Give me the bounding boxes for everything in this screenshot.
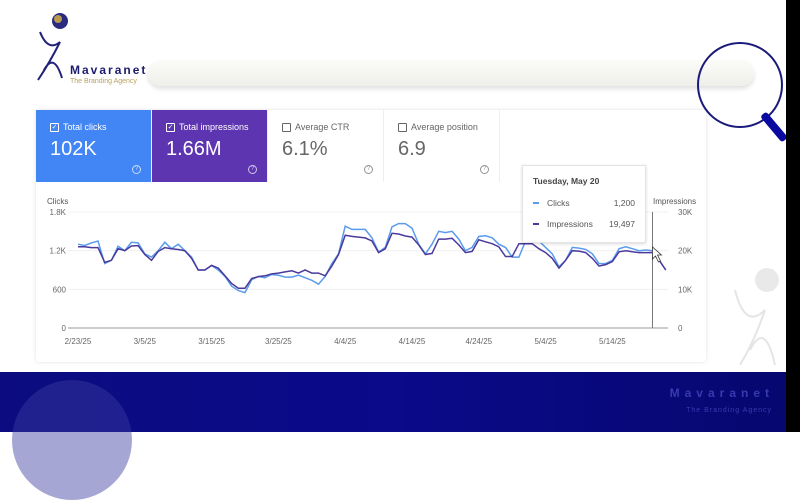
x-tick-label: 5/4/25 bbox=[534, 337, 557, 346]
metric-value: 102K bbox=[50, 138, 97, 160]
right-axis-title: Impressions bbox=[653, 197, 696, 206]
tooltip-clicks-label: Clicks bbox=[547, 198, 570, 208]
performance-chart[interactable]: 0 0 600 10K 1.2K 20K 1.8K 30K Clicks Impressions 2… bbox=[0, 0, 786, 372]
metric-label: Average position bbox=[411, 122, 478, 132]
checkbox-checked-icon[interactable]: ✓ bbox=[166, 122, 175, 132]
search-bar[interactable] bbox=[148, 60, 754, 86]
x-tick-label: 3/5/25 bbox=[134, 337, 157, 346]
left-tick-label: 600 bbox=[53, 285, 67, 294]
globe-icon bbox=[12, 380, 132, 500]
logo-emblem-icon bbox=[37, 13, 68, 81]
metric-average-position[interactable]: Average position 6.9 ? bbox=[384, 110, 500, 182]
metric-value: 6.1% bbox=[282, 138, 328, 160]
black-border bbox=[786, 0, 800, 432]
magnifier-icon bbox=[697, 42, 783, 128]
tooltip-date: Tuesday, May 20 bbox=[533, 176, 600, 186]
x-tick-label: 4/4/25 bbox=[334, 337, 357, 346]
metric-value: 1.66M bbox=[166, 138, 222, 160]
x-tick-label: 3/25/25 bbox=[265, 337, 292, 346]
watermark-emblem-icon bbox=[734, 268, 779, 366]
x-tick-label: 4/24/25 bbox=[465, 337, 492, 346]
logo-tagline: The Branding Agency bbox=[70, 78, 137, 85]
checkbox-checked-icon[interactable]: ✓ bbox=[50, 122, 59, 132]
footer-brand: Mavaranet bbox=[669, 386, 774, 400]
metric-value: 6.9 bbox=[398, 138, 426, 160]
left-tick-label: 0 bbox=[62, 324, 67, 333]
x-tick-label: 5/14/25 bbox=[599, 337, 626, 346]
metric-total-impressions[interactable]: ✓ Total impressions 1.66M ? bbox=[152, 110, 268, 182]
metric-label: Total clicks bbox=[63, 122, 107, 132]
right-tick-label: 0 bbox=[678, 324, 683, 333]
metric-total-clicks[interactable]: ✓ Total clicks 102K ? bbox=[36, 110, 152, 182]
left-tick-label: 1.2K bbox=[50, 247, 67, 256]
help-icon[interactable]: ? bbox=[364, 165, 373, 174]
help-icon[interactable]: ? bbox=[132, 165, 141, 174]
checkbox-unchecked-icon[interactable] bbox=[282, 122, 291, 132]
x-tick-label: 3/15/25 bbox=[198, 337, 225, 346]
help-icon[interactable]: ? bbox=[480, 165, 489, 174]
left-tick-label: 1.8K bbox=[50, 208, 67, 217]
logo-brand: Mavaranet bbox=[70, 63, 148, 77]
chart-tooltip: Tuesday, May 20 Clicks 1,200 Impressions 1… bbox=[522, 165, 646, 243]
metric-average-ctr[interactable]: Average CTR 6.1% ? bbox=[268, 110, 384, 182]
tooltip-impressions-label: Impressions bbox=[547, 219, 593, 229]
right-tick-label: 30K bbox=[678, 208, 693, 217]
mavaranet-logo: Mavaranet The Branding Agency bbox=[30, 12, 150, 90]
tooltip-impressions-value: 19,497 bbox=[609, 219, 635, 229]
right-tick-label: 20K bbox=[678, 247, 693, 256]
footer-band: Mavaranet The Branding Agency bbox=[0, 372, 786, 500]
left-axis-title: Clicks bbox=[47, 197, 68, 206]
help-icon[interactable]: ? bbox=[248, 165, 257, 174]
metric-label: Total impressions bbox=[179, 122, 249, 132]
impressions-legend-swatch bbox=[533, 223, 539, 225]
metric-label: Average CTR bbox=[295, 122, 350, 132]
x-tick-label: 2/23/25 bbox=[65, 337, 92, 346]
right-tick-label: 10K bbox=[678, 285, 693, 294]
x-tick-label: 4/14/25 bbox=[399, 337, 426, 346]
series-line-impressions bbox=[78, 232, 667, 289]
footer-tagline: The Branding Agency bbox=[686, 407, 772, 414]
clicks-legend-swatch bbox=[533, 202, 539, 204]
tooltip-clicks-value: 1,200 bbox=[613, 198, 635, 208]
checkbox-unchecked-icon[interactable] bbox=[398, 122, 407, 132]
mouse-cursor-icon bbox=[652, 246, 663, 263]
